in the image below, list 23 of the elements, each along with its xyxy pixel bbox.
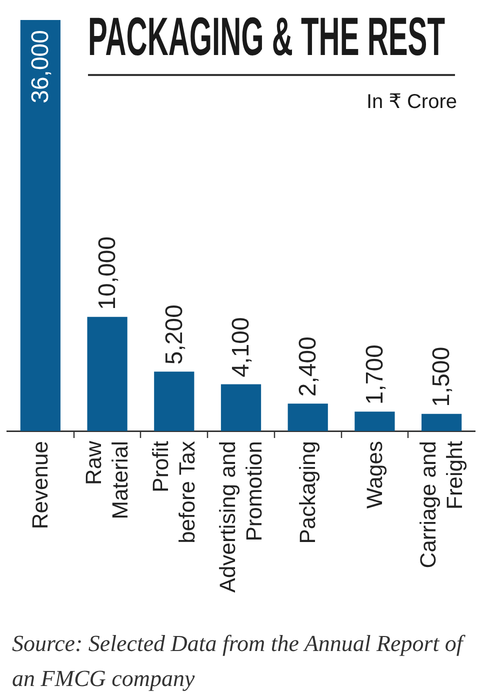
bar [288,404,328,431]
x-tick-label: Profit before Tax [148,441,200,544]
bar [422,414,462,431]
x-tick-label: Packaging [294,441,320,544]
x-tick-label: Wages [362,441,387,509]
data-label: 2,400 [294,336,322,397]
data-label: 1,500 [428,346,456,407]
x-tick-label: Raw Material [81,440,133,520]
text: In ₹ Crore [366,91,457,113]
x-tick-label: Revenue [27,441,52,530]
bar [154,372,194,431]
bar [220,384,262,431]
x-tick-label: Carriage and Freight [415,441,467,568]
data-label: 5,200 [160,304,188,365]
bar [354,412,395,431]
source-note: Source: Selected Data from the Annual Report of an FMCG company [12,630,466,693]
bar [20,20,60,431]
data-label: 4,100 [228,317,255,378]
data-label: 36,000 [27,30,54,104]
data-label: 10,000 [94,236,121,310]
data-label: 1,700 [361,344,388,405]
chart-title: PACKAGING & THE REST [88,7,445,67]
bar [87,316,128,431]
